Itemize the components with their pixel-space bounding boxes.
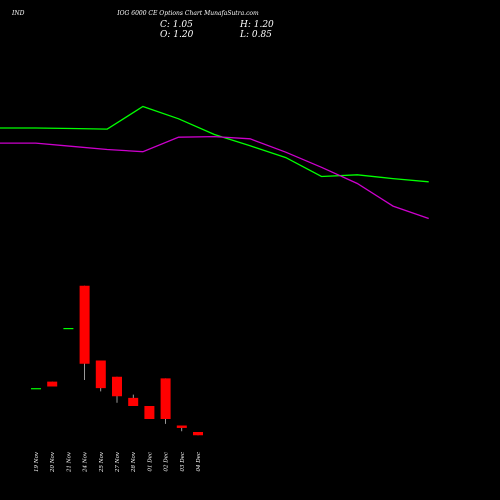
ma-short-line xyxy=(0,105,429,183)
candle-body xyxy=(79,285,90,364)
x-tick-label: 01 Dec xyxy=(147,452,153,472)
x-tick-label: 03 Dec xyxy=(180,452,186,472)
chart-title: IOG 6000 CE Options Chart MunafaSutra.co… xyxy=(116,10,259,17)
candle xyxy=(176,425,187,432)
x-tick-label: 28 Nov xyxy=(131,451,137,473)
candle-body xyxy=(63,328,74,330)
x-tick-label: 02 Dec xyxy=(164,452,170,472)
x-tick-label: 04 Dec xyxy=(196,452,202,472)
x-tick-label: 21 Nov xyxy=(66,451,72,473)
x-tick-label: 25 Nov xyxy=(99,451,105,473)
candle-body xyxy=(193,432,203,436)
candle xyxy=(112,376,122,403)
candle xyxy=(144,406,155,419)
candle xyxy=(63,328,74,330)
x-tick-label: 19 Nov xyxy=(34,451,40,472)
candle xyxy=(160,378,171,424)
header-symbol: IND xyxy=(11,10,25,17)
open-value: O: 1.20 xyxy=(160,30,194,40)
ma-long-line xyxy=(0,135,429,220)
x-axis-labels: 19 Nov 20 Nov 21 Nov 24 Nov 25 Nov 27 Nov 28 N… xyxy=(34,451,202,473)
low-value: L: 0.85 xyxy=(239,30,272,40)
candle-body xyxy=(160,378,171,419)
candle xyxy=(79,285,90,380)
high-value: H: 1.20 xyxy=(239,20,274,30)
candle xyxy=(31,388,41,390)
candle-body xyxy=(128,397,139,406)
candle-body xyxy=(95,360,106,389)
candle-body xyxy=(112,376,122,397)
moving-average-lines xyxy=(0,105,429,220)
candle xyxy=(95,360,106,392)
x-tick-label: 27 Nov xyxy=(115,451,121,473)
candle-body xyxy=(31,388,41,390)
candle xyxy=(193,432,203,436)
candle xyxy=(47,381,58,387)
x-tick-label: 20 Nov xyxy=(50,451,56,473)
close-value: C: 1.05 xyxy=(160,20,193,30)
candle-body xyxy=(176,425,187,428)
candle-body xyxy=(47,381,58,387)
candles xyxy=(31,285,203,436)
x-tick-label: 24 Nov xyxy=(83,451,89,473)
candle xyxy=(128,394,139,406)
candle-body xyxy=(144,406,155,419)
